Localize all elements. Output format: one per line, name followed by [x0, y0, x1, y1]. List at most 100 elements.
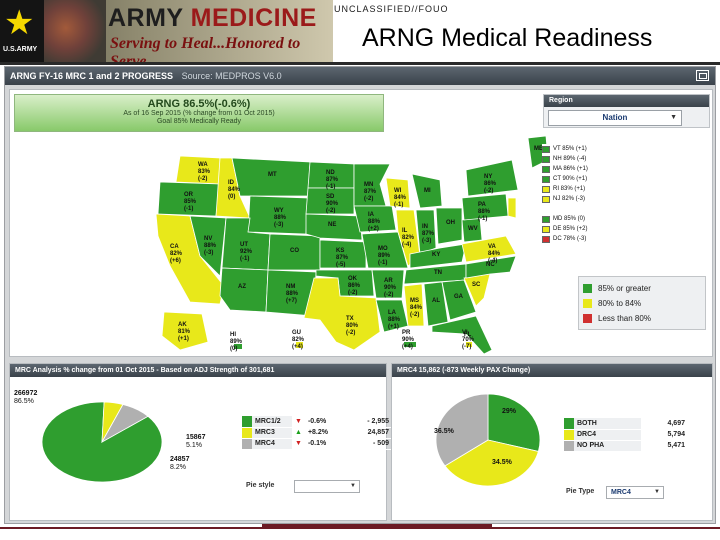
ne-state-ma[interactable]: MA 86% (+1): [542, 164, 636, 174]
state-label-hi-pct: 89%: [230, 339, 243, 345]
state-label-ny-chg: (-2): [484, 188, 493, 194]
state-pr[interactable]: [404, 342, 416, 347]
state-label-pr-chg: (+4): [402, 344, 413, 350]
ne-state-nj[interactable]: NJ 82% (-3): [542, 194, 636, 204]
mrc4-row-both[interactable]: BOTH 4,697: [564, 418, 688, 430]
pie-label-mrc12-pct: 86.5%: [14, 398, 34, 405]
state-nc[interactable]: [465, 255, 517, 279]
pie-slice-drc4[interactable]: [444, 439, 539, 487]
ne-state-dc[interactable]: DC 78% (-3): [542, 234, 636, 244]
state-hi[interactable]: [234, 344, 242, 349]
ne-state-ct[interactable]: CT 90% (+1): [542, 174, 636, 184]
state-label-id-abbr: ID: [228, 180, 235, 186]
state-va[interactable]: [461, 235, 517, 263]
state-label-ut-chg: (-1): [240, 256, 249, 262]
mrc4-row-no-pha[interactable]: NO PHA 5,471: [564, 440, 688, 452]
ne-state-vt[interactable]: VT 85% (+1): [542, 144, 636, 154]
region-dropdown[interactable]: Nation ▼: [548, 110, 682, 126]
state-id[interactable]: [215, 157, 251, 219]
dashboard-source: Source: MEDPROS V6.0: [181, 71, 282, 81]
map-svg[interactable]: WA83%(-2)OR85%(-1)CA82%(+6)NV88%(-3)ID84…: [140, 135, 550, 355]
mrc4-swatch: [564, 418, 574, 430]
state-mo[interactable]: [361, 231, 409, 269]
state-label-az-abbr: AZ: [238, 284, 246, 290]
us-readiness-map[interactable]: WA 83% (-2) OR 85% (-1) CA 82% (+6) NV 88% (-3) ID 84…: [140, 135, 550, 355]
us-army-logo: ★ U.S.ARMY: [0, 0, 44, 62]
state-label-il-abbr: IL: [402, 228, 408, 234]
state-label-nc-abbr: NC: [486, 262, 495, 268]
state-in[interactable]: [415, 209, 437, 255]
state-label-or-abbr: OR: [184, 192, 194, 198]
pie-type-value: MRC4: [611, 489, 631, 496]
pie-style-label: Pie style: [246, 482, 275, 489]
state-label-wa-abbr: WA: [198, 162, 208, 168]
pie-label-mrc12-value: 266972: [14, 390, 38, 397]
ne-state-ri[interactable]: RI 83% (+1): [542, 184, 636, 194]
footer-tab: [262, 524, 492, 528]
state-label-ar-chg: (-2): [384, 292, 393, 298]
state-label-gu-pct: 82%: [292, 337, 305, 343]
state-label-in-pct: 87%: [422, 231, 435, 237]
pie-label-nopha: 34.5%: [492, 459, 512, 466]
ne-state-swatch: [542, 215, 550, 223]
state-ga[interactable]: [441, 279, 477, 321]
legend-label: 85% or greater: [598, 284, 651, 293]
mrc-row-mrc3[interactable]: MRC3 ▲ +8.2% 24,857: [242, 427, 392, 439]
state-mn[interactable]: [353, 163, 391, 207]
ne-state-text: MD 85% (0): [553, 216, 586, 222]
state-label-mi-abbr: MI: [424, 188, 431, 194]
state-label-wy-pct: 88%: [274, 215, 287, 221]
state-nv[interactable]: [189, 215, 227, 277]
mrc-row-mrc12[interactable]: MRC1/2 ▼ -0.6% - 2,955: [242, 416, 392, 428]
state-nj[interactable]: [507, 197, 517, 219]
state-label-nd-pct: 87%: [326, 177, 339, 183]
state-ak[interactable]: [161, 311, 209, 351]
ne-state-text: NH 89% (-4): [553, 156, 587, 162]
state-tx[interactable]: [303, 277, 381, 351]
ne-state-text: NJ 82% (-3): [553, 196, 586, 202]
page-title: ARNG Medical Readiness: [362, 24, 653, 52]
mrc4-pie-chart[interactable]: [428, 384, 552, 494]
ne-state-md[interactable]: MD 85% (0): [542, 214, 636, 224]
mrc-row-mrc4[interactable]: MRC4 ▼ -0.1% - 509: [242, 438, 392, 450]
state-ks[interactable]: [319, 239, 367, 269]
summary-goal: Goal 85% Medically Ready: [156, 118, 242, 125]
state-label-wi-chg: (-1): [394, 202, 403, 208]
state-sd[interactable]: [305, 187, 355, 215]
state-wi[interactable]: [385, 177, 411, 209]
arrow-down-icon: ▼: [292, 416, 305, 428]
mrc-pie-chart[interactable]: [36, 386, 186, 496]
pie-slice-mrc4[interactable]: [100, 404, 149, 444]
mrc-pct-change: -0.6%: [304, 416, 347, 428]
pie-label-mrc3: 15867 5.1%: [186, 434, 205, 450]
ne-state-swatch: [542, 145, 550, 153]
pie-style-dropdown[interactable]: ▼: [294, 480, 360, 493]
pie-slice-nopha[interactable]: [435, 393, 489, 467]
state-label-mn-pct: 87%: [364, 189, 377, 195]
state-ar[interactable]: [371, 269, 405, 299]
state-ne[interactable]: [305, 213, 363, 241]
pie-label-mrc12: 266972 86.5%: [14, 390, 37, 406]
state-label-mo-chg: (-1): [378, 260, 387, 266]
ne-state-swatch: [542, 175, 550, 183]
state-ny[interactable]: [465, 159, 519, 197]
summary-headline: ARNG 86.5%(-0.6%): [147, 98, 251, 110]
state-ia[interactable]: [353, 205, 397, 233]
state-label-me-abbr: ME: [534, 146, 543, 152]
state-gu[interactable]: [296, 342, 303, 348]
pie-type-dropdown[interactable]: MRC4 ▼: [606, 486, 664, 499]
pie-slice-both[interactable]: [487, 393, 541, 452]
mrc4-title: MRC4 15,862 (-873 Weekly PAX Change): [392, 364, 712, 377]
state-vi[interactable]: [466, 342, 472, 347]
state-label-il-pct: 82%: [402, 235, 415, 241]
arrow-down-icon: ▼: [292, 438, 305, 450]
expand-icon[interactable]: [696, 70, 709, 81]
mrc4-row-drc4[interactable]: DRC4 5,794: [564, 429, 688, 441]
state-az[interactable]: [219, 267, 269, 313]
ne-state-de[interactable]: DE 85% (+2): [542, 224, 636, 234]
state-label-wi-pct: 84%: [394, 195, 407, 201]
state-mi[interactable]: [411, 173, 443, 209]
state-oh[interactable]: [435, 207, 463, 245]
ne-state-nh[interactable]: NH 89% (-4): [542, 154, 636, 164]
state-ms[interactable]: [403, 283, 425, 327]
